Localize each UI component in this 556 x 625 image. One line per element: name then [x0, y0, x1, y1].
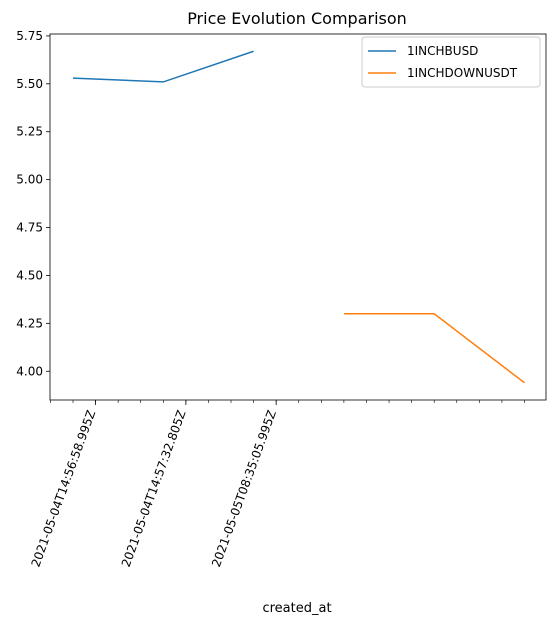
- plot-frame: [49, 33, 547, 401]
- series-line-1inchbusd: [72, 50, 254, 83]
- chart-title: Price Evolution Comparison: [187, 9, 407, 28]
- y-tick-label: 4.75: [16, 221, 43, 235]
- x-tick-label: 2021-05-04T14:57:32.805Z: [119, 408, 189, 569]
- y-tick-label: 5.00: [16, 173, 43, 187]
- legend-label: 1INCHDOWNUSDT: [407, 66, 518, 80]
- x-tick-label: 2021-05-05T08:35:05.995Z: [209, 408, 279, 569]
- y-tick-label: 5.50: [16, 77, 43, 91]
- plot-area: 4.00 4.25 4.50 4.75 5.00 5.25 5.50 5.75 2021-05-…: [16, 29, 547, 569]
- x-tick-label: 2021-05-04T14:56:58.995Z: [28, 408, 98, 569]
- y-tick-label: 4.00: [16, 364, 43, 378]
- legend-frame: [361, 36, 541, 88]
- y-tick-label: 5.25: [16, 125, 43, 139]
- legend-label: 1INCHBUSD: [407, 44, 478, 58]
- y-tick-label: 5.75: [16, 29, 43, 43]
- y-tick-label: 4.25: [16, 316, 43, 330]
- legend: 1INCHBUSD 1INCHDOWNUSDT: [361, 36, 541, 88]
- series-line-1inchdownusdt: [343, 313, 525, 384]
- y-tick-label: 4.50: [16, 268, 43, 282]
- x-axis-label: created_at: [262, 601, 331, 616]
